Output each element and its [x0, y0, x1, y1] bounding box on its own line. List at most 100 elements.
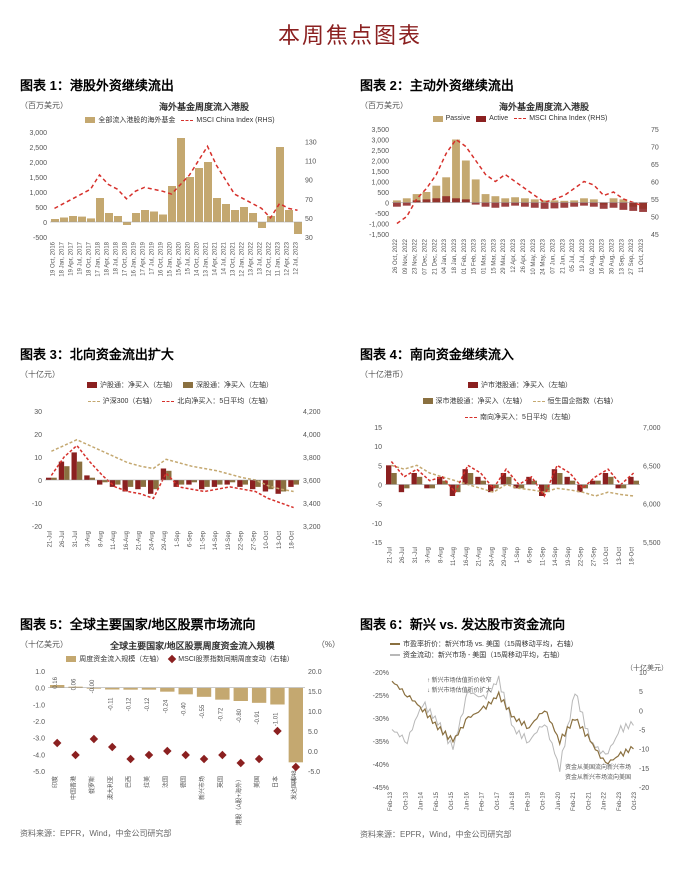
svg-text:70: 70 — [651, 145, 659, 152]
svg-text:3,800: 3,800 — [303, 455, 321, 462]
svg-text:3,500: 3,500 — [371, 127, 389, 134]
svg-text:20.0: 20.0 — [308, 669, 322, 676]
svg-text:75: 75 — [651, 127, 659, 134]
svg-text:-3.0: -3.0 — [33, 735, 45, 742]
chart3-svg: -20-1001020303,2003,4003,6003,8004,0004,… — [20, 406, 330, 566]
svg-text:-5: -5 — [376, 502, 382, 509]
svg-text:26-Jul: 26-Jul — [60, 531, 66, 547]
svg-text:29 Mar, 2023: 29 Mar, 2023 — [501, 238, 507, 274]
chart5-ylabel-r: （%） — [317, 639, 340, 654]
svg-text:Oct-19: Oct-19 — [541, 791, 547, 810]
svg-text:27-Sep: 27-Sep — [251, 531, 257, 551]
svg-text:07 Dec, 2022: 07 Dec, 2022 — [422, 238, 428, 274]
svg-text:15 Apr, 2020: 15 Apr, 2020 — [177, 241, 183, 275]
svg-text:15 Mar, 2023: 15 Mar, 2023 — [491, 238, 497, 274]
svg-text:6,500: 6,500 — [643, 464, 661, 471]
svg-text:7,000: 7,000 — [643, 425, 661, 432]
svg-text:-0.80: -0.80 — [237, 708, 243, 722]
svg-text:印度: 印度 — [51, 776, 59, 788]
svg-text:3,400: 3,400 — [303, 501, 321, 508]
svg-text:4,000: 4,000 — [303, 432, 321, 439]
svg-text:01 Feb, 2023: 01 Feb, 2023 — [462, 238, 468, 274]
svg-text:13 Apr, 2022: 13 Apr, 2022 — [249, 241, 255, 275]
svg-text:Oct-23: Oct-23 — [632, 791, 638, 810]
svg-text:12 Jan, 2022: 12 Jan, 2022 — [240, 241, 246, 276]
svg-text:5.0: 5.0 — [308, 729, 318, 736]
svg-text:1-Sep: 1-Sep — [515, 547, 521, 564]
svg-text:日本: 日本 — [271, 776, 279, 788]
svg-text:拉美: 拉美 — [143, 776, 151, 788]
chart5-svg: -5.0-4.0-3.0-2.0-1.00.01.0-5.00.05.010.0… — [20, 666, 330, 826]
svg-text:20: 20 — [34, 432, 42, 439]
svg-text:19 Jul, 2017: 19 Jul, 2017 — [78, 241, 84, 274]
svg-text:21-Aug: 21-Aug — [137, 531, 143, 550]
svg-text:31-Jul: 31-Jul — [73, 531, 79, 547]
svg-text:26-Jul: 26-Jul — [400, 547, 406, 563]
svg-text:-0.40: -0.40 — [182, 701, 188, 715]
svg-text:18 Apr, 2018: 18 Apr, 2018 — [105, 241, 111, 275]
svg-text:24-Aug: 24-Aug — [489, 547, 495, 566]
svg-text:Feb-15: Feb-15 — [434, 791, 440, 811]
svg-text:09 Nov, 2022: 09 Nov, 2022 — [403, 238, 409, 274]
svg-text:16-Aug: 16-Aug — [124, 531, 130, 550]
chart3-legend: 沪股通：净买入（左轴）深股通：净买入（左轴）沪深300（右轴）北向净买入：5日平… — [80, 380, 280, 406]
svg-text:法国: 法国 — [161, 776, 169, 788]
svg-text:1.0: 1.0 — [35, 669, 45, 676]
svg-text:30: 30 — [305, 235, 313, 242]
svg-text:13 Oct, 2021: 13 Oct, 2021 — [231, 241, 237, 276]
svg-text:巴西: 巴西 — [126, 776, 133, 788]
svg-text:19-Sep: 19-Sep — [566, 547, 572, 567]
svg-text:Jun-20: Jun-20 — [556, 791, 562, 810]
svg-text:10-Oct: 10-Oct — [264, 531, 270, 549]
svg-text:14-Sep: 14-Sep — [553, 547, 559, 567]
svg-text:8-Aug: 8-Aug — [98, 531, 104, 547]
svg-text:0: 0 — [385, 201, 389, 208]
svg-text:26 Oct, 2022: 26 Oct, 2022 — [393, 238, 399, 273]
chart2-panel: 图表 2：主动外资继续流出 （百万美元） 海外基金周度流入港股 PassiveA… — [360, 75, 680, 316]
svg-text:↑ 新兴市场估值折价收窄: ↑ 新兴市场估值折价收窄 — [427, 676, 492, 684]
svg-text:29-Aug: 29-Aug — [162, 531, 168, 550]
chart5-title: 图表 5：全球主要国家/地区股票市场流向 — [20, 614, 340, 633]
svg-text:24 May, 2023: 24 May, 2023 — [541, 238, 547, 275]
svg-text:Oct-15: Oct-15 — [449, 791, 455, 810]
svg-text:-0.00: -0.00 — [90, 679, 96, 693]
svg-text:中港股（A股+海外）: 中港股（A股+海外） — [235, 776, 243, 826]
svg-text:6,000: 6,000 — [643, 502, 661, 509]
chart6-title: 图表 6：新兴 vs. 发达股市资金流向 — [360, 614, 680, 633]
svg-text:12 Apr, 2023: 12 Apr, 2023 — [285, 241, 291, 275]
svg-text:2,000: 2,000 — [371, 159, 389, 166]
svg-text:19 Jul, 2023: 19 Jul, 2023 — [580, 238, 586, 271]
svg-text:-20%: -20% — [373, 670, 389, 677]
svg-text:1,500: 1,500 — [371, 169, 389, 176]
chart6-source: 资料来源：EPFR，Wind，中金公司研究部 — [360, 829, 680, 840]
svg-text:-35%: -35% — [373, 739, 389, 746]
svg-text:0.0: 0.0 — [35, 685, 45, 692]
svg-text:27 Sep, 2023: 27 Sep, 2023 — [629, 238, 635, 274]
svg-text:26 Apr, 2023: 26 Apr, 2023 — [521, 238, 527, 272]
chart5-panel: 图表 5：全球主要国家/地区股票市场流向 （十亿美元） 全球主要国家/地区股票周… — [20, 614, 340, 855]
svg-text:1-Sep: 1-Sep — [175, 531, 181, 548]
svg-text:0.0: 0.0 — [308, 749, 318, 756]
svg-text:12 Jul, 2023: 12 Jul, 2023 — [294, 241, 300, 274]
svg-text:130: 130 — [305, 140, 317, 147]
svg-text:-1.0: -1.0 — [33, 702, 45, 709]
chart1-svg: -50005001,0001,5002,0002,5003,0003050709… — [20, 127, 330, 292]
svg-text:Oct-17: Oct-17 — [495, 791, 501, 810]
chart3-panel: 图表 3：北向资金流出扩大 （十亿元） 沪股通：净买入（左轴）深股通：净买入（左… — [20, 344, 340, 585]
svg-text:500: 500 — [377, 190, 389, 197]
svg-text:15: 15 — [374, 425, 382, 432]
svg-text:30 Aug, 2023: 30 Aug, 2023 — [610, 238, 616, 274]
svg-text:17 Jul, 2019: 17 Jul, 2019 — [150, 241, 156, 274]
svg-text:18 Jan, 2023: 18 Jan, 2023 — [452, 238, 458, 273]
svg-text:-25%: -25% — [373, 693, 389, 700]
svg-text:04 Jan, 2023: 04 Jan, 2023 — [442, 238, 448, 273]
svg-text:资金从美国流向新兴市场: 资金从美国流向新兴市场 — [565, 763, 631, 771]
svg-text:13 Jul, 2022: 13 Jul, 2022 — [258, 241, 264, 274]
svg-text:11-Sep: 11-Sep — [200, 531, 206, 551]
svg-text:-500: -500 — [375, 211, 389, 218]
svg-text:23 Nov, 2022: 23 Nov, 2022 — [413, 238, 419, 274]
page-title: 本周焦点图表 — [0, 0, 700, 75]
svg-text:（十亿美元）: （十亿美元） — [626, 663, 668, 672]
chart4-panel: 图表 4：南向资金继续流入 （十亿港币） 沪市港股通：净买入（左轴）深市港股通：… — [360, 344, 680, 585]
svg-text:-0.55: -0.55 — [200, 704, 206, 718]
